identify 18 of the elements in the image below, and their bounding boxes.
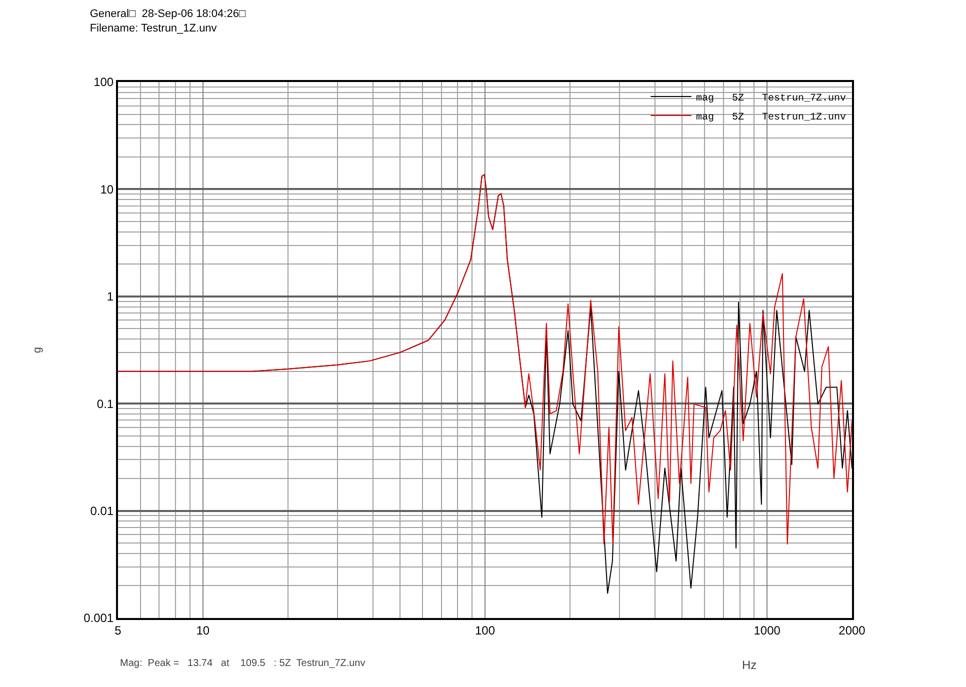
y-axis-title: g xyxy=(32,346,44,354)
x-tick-label: 1000 xyxy=(754,623,781,638)
x-tick-label: 100 xyxy=(474,623,496,638)
x-axis-title: Hz xyxy=(742,658,757,672)
y-tick-label: 0.001 xyxy=(84,611,114,626)
y-tick-label: 100 xyxy=(94,75,114,90)
chart-title: General□ 28-Sep-06 18:04:26□ xyxy=(90,8,246,20)
y-tick-label: 0.1 xyxy=(96,396,114,411)
x-tick-label: 2000 xyxy=(838,623,866,638)
y-tick-label: 0.01 xyxy=(90,504,114,518)
y-tick-label: 10 xyxy=(100,182,114,196)
chart-subtitle: Filename: Testrun_1Z.unv xyxy=(90,22,218,34)
x-tick-label: 5 xyxy=(114,623,122,638)
y-tick-label: 1 xyxy=(106,290,114,304)
legend-label: mag 5Z Testrun_7Z.unv xyxy=(696,93,846,104)
x-tick-label: 10 xyxy=(196,623,210,638)
text: Mag: Peak = 13.74 at 109.5 : 5Z Testrun_7Z.unv xyxy=(120,658,366,669)
legend-label: mag 5Z Testrun_1Z.unv xyxy=(696,112,846,124)
